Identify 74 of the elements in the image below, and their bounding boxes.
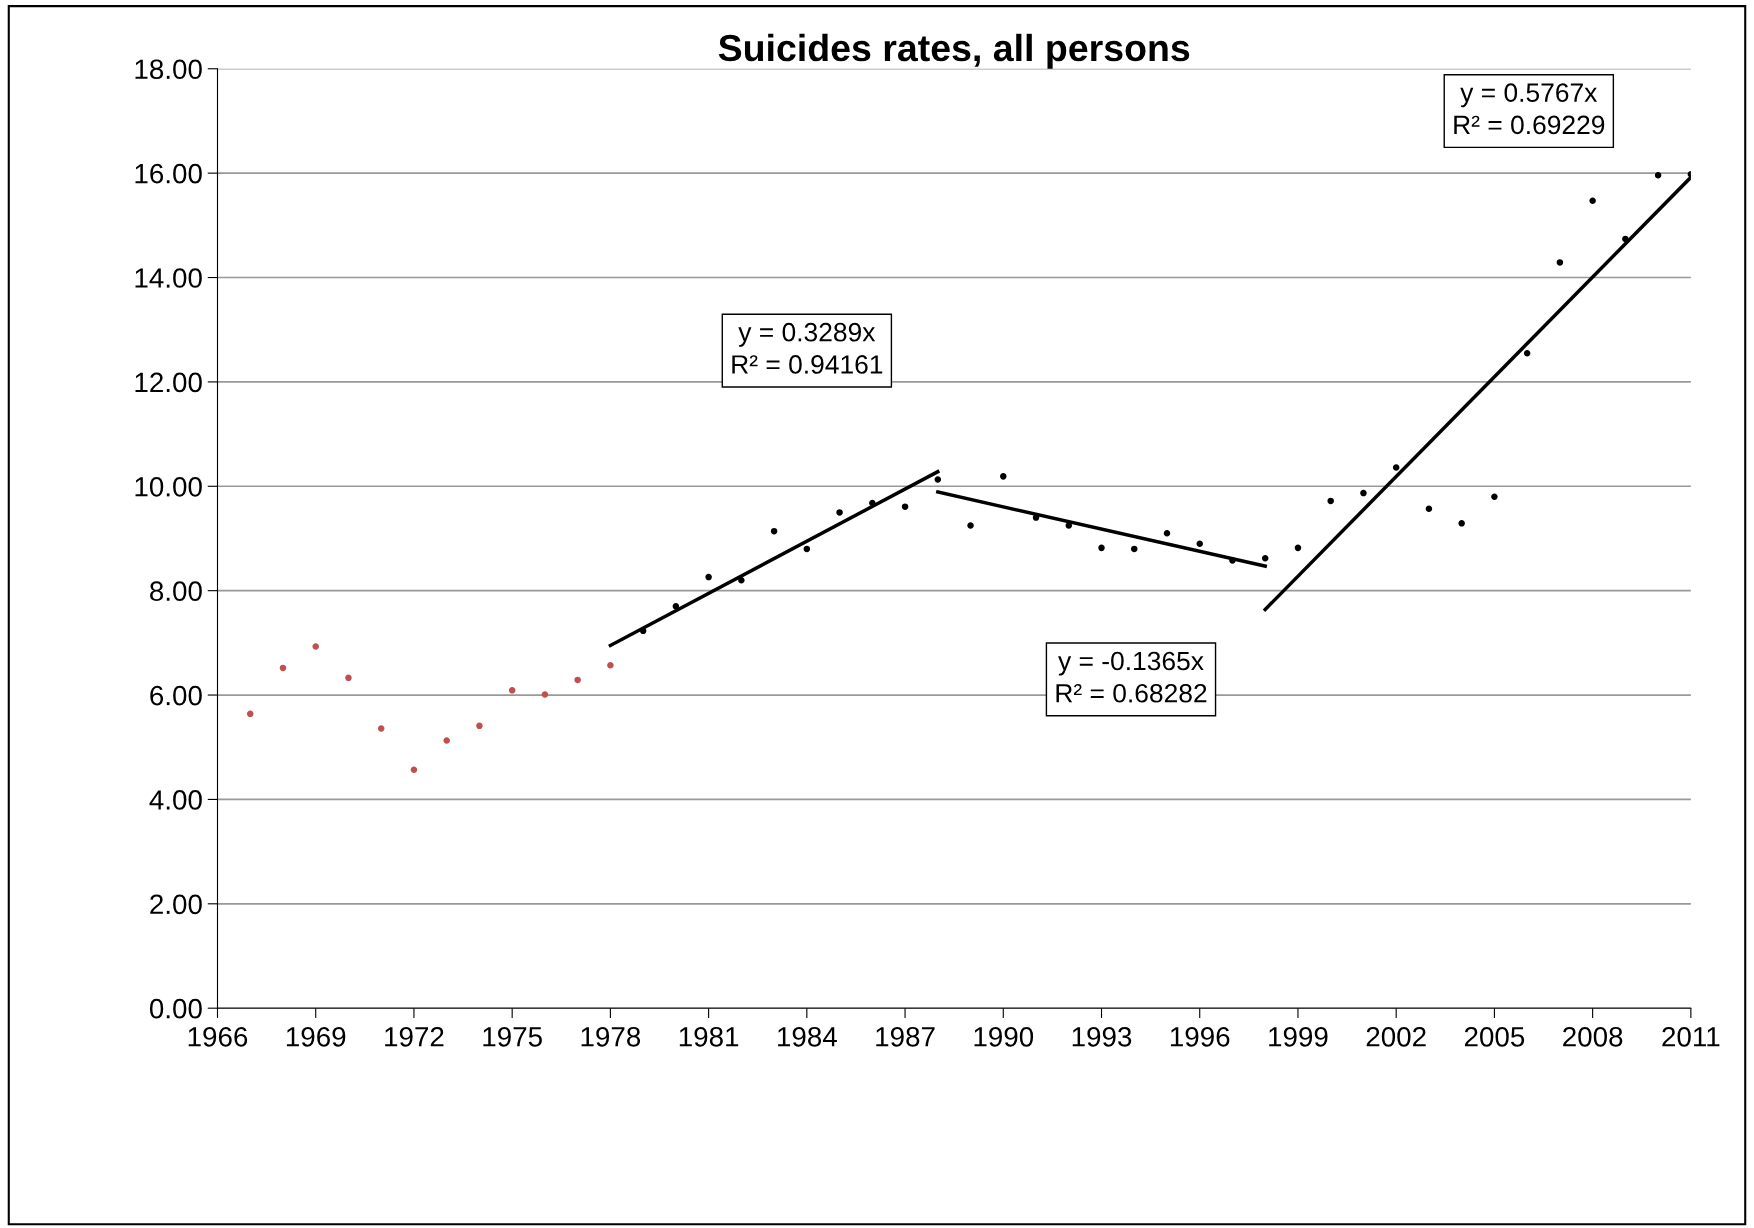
point xyxy=(1654,171,1662,179)
point xyxy=(541,691,549,698)
point xyxy=(246,710,254,718)
y-tick-label: 2.00 xyxy=(150,894,202,915)
point xyxy=(934,476,942,483)
point xyxy=(312,643,319,650)
annotation: y = -0.1365x R² = 0.68282 xyxy=(1056,651,1207,703)
point xyxy=(377,725,385,732)
point xyxy=(869,499,876,507)
x-tick-label: 2011 xyxy=(1662,1026,1720,1047)
y-tick-label: 10.00 xyxy=(135,476,202,497)
point xyxy=(1458,520,1465,527)
point xyxy=(607,662,614,669)
y-tick-label: 6.00 xyxy=(150,685,202,706)
point xyxy=(1131,545,1138,553)
y-tick-label: 0.00 xyxy=(149,998,202,1019)
y-tick-label: 14.00 xyxy=(135,268,202,288)
y-tick-label: 12.00 xyxy=(135,372,202,393)
x-tick-label: 1999 xyxy=(1269,1026,1328,1047)
point xyxy=(836,509,843,516)
point xyxy=(1261,555,1269,562)
point xyxy=(967,522,974,529)
annotation: y = 0.3289x R² = 0.94161 xyxy=(732,322,883,374)
point xyxy=(1556,259,1564,266)
x-tick-label: 1987 xyxy=(876,1026,935,1047)
point xyxy=(1327,497,1334,505)
point xyxy=(1392,464,1400,471)
point xyxy=(1196,540,1203,547)
x-tick-label: 1975 xyxy=(483,1026,542,1047)
point xyxy=(443,737,450,744)
chart-title: Suicides rates, all persons xyxy=(718,33,1190,69)
point xyxy=(1294,544,1302,552)
point xyxy=(1229,557,1236,564)
point xyxy=(672,603,680,610)
point xyxy=(1589,197,1596,205)
x-tick-label: 1981 xyxy=(679,1026,739,1047)
x-tick-label: 1978 xyxy=(581,1026,641,1047)
point xyxy=(803,545,811,553)
y-tick-label: 8.00 xyxy=(150,581,202,602)
x-tick-label: 2005 xyxy=(1464,1026,1525,1047)
point xyxy=(1065,522,1073,529)
point xyxy=(476,722,483,730)
x-tick-label: 1984 xyxy=(778,1026,837,1047)
x-tick-label: 1969 xyxy=(286,1026,346,1047)
point xyxy=(770,527,778,535)
x-tick-label: 2002 xyxy=(1366,1026,1426,1047)
x-tick-label: 1993 xyxy=(1072,1026,1132,1047)
y-tick-label: 4.00 xyxy=(149,790,202,810)
point xyxy=(574,676,581,684)
x-tick-label: 1996 xyxy=(1170,1026,1230,1047)
y-tick-label: 18.00 xyxy=(135,59,202,80)
point xyxy=(345,674,352,682)
x-tick-label: 1972 xyxy=(385,1026,444,1047)
point xyxy=(1622,235,1629,243)
point xyxy=(1491,493,1498,500)
point xyxy=(1032,514,1040,521)
annotation: y = 0.5767x R² = 0.69229 xyxy=(1454,83,1605,135)
point xyxy=(901,503,909,510)
x-tick-label: 1966 xyxy=(188,1026,248,1047)
point xyxy=(738,576,745,584)
point xyxy=(1098,544,1105,552)
point xyxy=(1163,530,1171,537)
point xyxy=(639,627,647,635)
point xyxy=(1523,349,1531,357)
x-tick-label: 1990 xyxy=(974,1026,1034,1047)
point xyxy=(279,664,287,672)
x-tick-label: 2008 xyxy=(1563,1026,1623,1047)
point xyxy=(508,687,516,694)
point xyxy=(1360,489,1367,497)
point xyxy=(705,573,712,581)
point xyxy=(1425,505,1433,512)
point xyxy=(410,766,418,773)
point xyxy=(1000,473,1007,480)
y-tick-label: 16.00 xyxy=(135,163,202,184)
